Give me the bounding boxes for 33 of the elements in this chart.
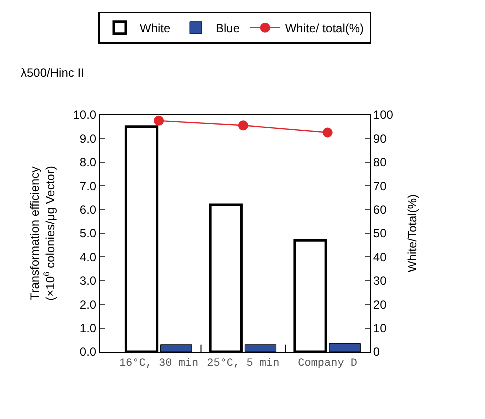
point — [238, 120, 248, 131]
y-tick-label: 3.0 — [80, 274, 97, 288]
y2-axis-title: White/Total(%) — [406, 194, 420, 273]
y-tick-label: 2.0 — [80, 298, 97, 312]
legend-label: White/ total(%) — [285, 22, 364, 36]
y2-tick-label: 30 — [373, 274, 388, 288]
point — [322, 128, 333, 138]
y-tick-label: 10.0 — [73, 108, 97, 122]
y-tick-label: 9.0 — [80, 132, 97, 146]
y2-tick-label: 100 — [373, 108, 394, 122]
y-tick-label: 7.0 — [80, 179, 97, 194]
point — [154, 116, 164, 126]
y-tick-label: 8.0 — [80, 156, 97, 170]
y-tick-label: 5.0 — [80, 226, 97, 241]
y2-tick-label: 80 — [373, 156, 388, 170]
y-tick-label: 0.0 — [80, 345, 97, 360]
legend-label: White — [140, 22, 171, 36]
y2-tick-label: 90 — [373, 132, 388, 146]
x-tick-label: 25°C, 5 min — [207, 358, 280, 370]
y2-tick-label: 20 — [373, 298, 388, 312]
y2-tick-label: 10 — [373, 322, 388, 336]
x-tick-label: Company D — [298, 358, 358, 370]
legend-label: Blue — [216, 22, 240, 36]
y2-tick-label: 0 — [373, 345, 380, 360]
y2-tick-label: 60 — [373, 203, 388, 217]
y2-tick-label: 50 — [373, 226, 388, 241]
y-tick-label: 4.0 — [80, 250, 97, 264]
x-tick-label: 16°C, 30 min — [119, 358, 199, 370]
y-tick-label: 1.0 — [80, 322, 97, 336]
y-tick-label: 6.0 — [80, 203, 97, 217]
y2-tick-label: 40 — [373, 250, 388, 264]
y2-tick-label: 70 — [373, 179, 388, 194]
chart-subtitle: λ500/Hinc II — [21, 66, 84, 80]
